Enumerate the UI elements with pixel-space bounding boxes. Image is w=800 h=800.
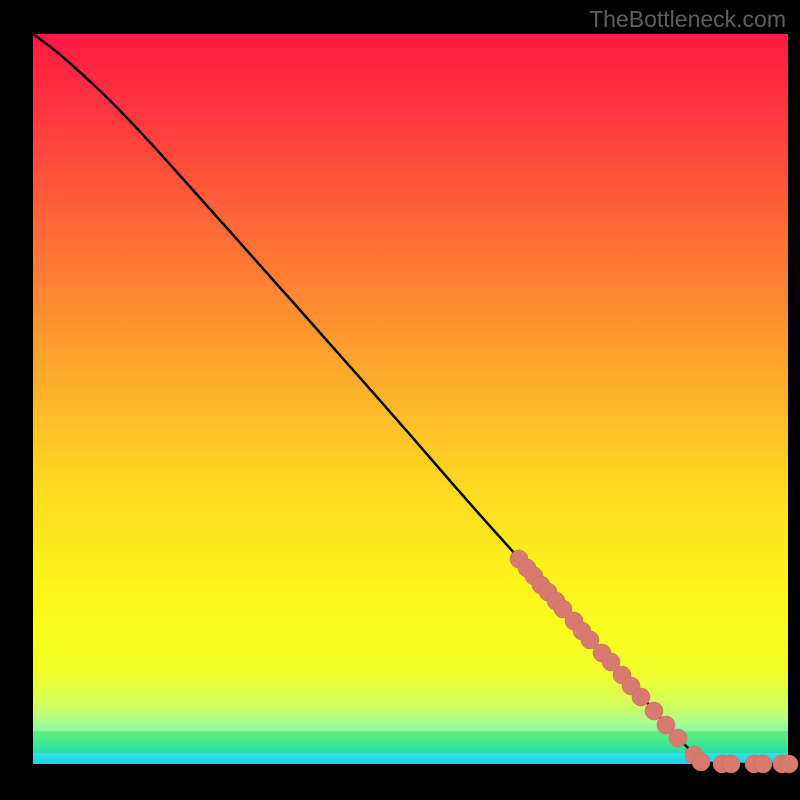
watermark-text: TheBottleneck.com <box>589 6 786 33</box>
data-marker <box>692 753 710 771</box>
chart-svg <box>0 0 800 800</box>
data-marker <box>669 729 687 747</box>
data-marker <box>645 702 663 720</box>
data-marker <box>754 755 772 773</box>
data-marker <box>722 755 740 773</box>
chart-container: TheBottleneck.com <box>0 0 800 800</box>
data-marker <box>632 688 650 706</box>
data-marker <box>780 755 798 773</box>
plot-background <box>33 34 788 764</box>
